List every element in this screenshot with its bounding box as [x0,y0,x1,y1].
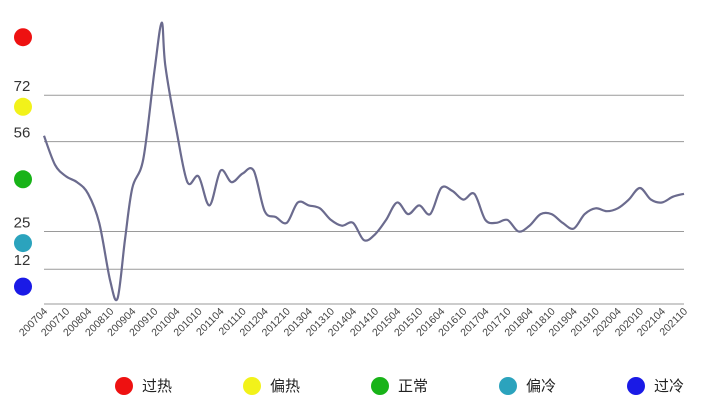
x-axis-ticks: 2007042007102008042008102009042009102010… [17,305,690,338]
y-axis-ticks: 12 25 56 72 [14,78,31,269]
legend-swatch [243,377,261,395]
level-markers [14,28,32,296]
level-marker-dot [14,97,32,116]
legend: 过热 偏热 正常 偏冷 过冷 [115,377,684,395]
level-marker-dot [14,28,32,47]
y-tick-label: 56 [14,125,31,142]
series-line [42,21,685,302]
y-tick-label: 25 [14,215,31,232]
level-marker-dot [14,170,32,189]
legend-label: 偏冷 [526,377,556,395]
y-tick-label: 72 [14,78,31,95]
y-tick-label: 12 [14,252,31,269]
legend-label: 正常 [398,377,428,395]
legend-label: 偏热 [270,377,300,395]
legend-swatch [499,377,517,395]
level-marker-dot [14,234,32,253]
legend-label: 过冷 [654,377,684,395]
legend-swatch [115,377,133,395]
legend-swatch [627,377,645,395]
series [42,21,685,302]
level-marker-dot [14,277,32,296]
legend-swatch [371,377,389,395]
grid [44,94,684,305]
legend-label: 过热 [142,377,172,395]
